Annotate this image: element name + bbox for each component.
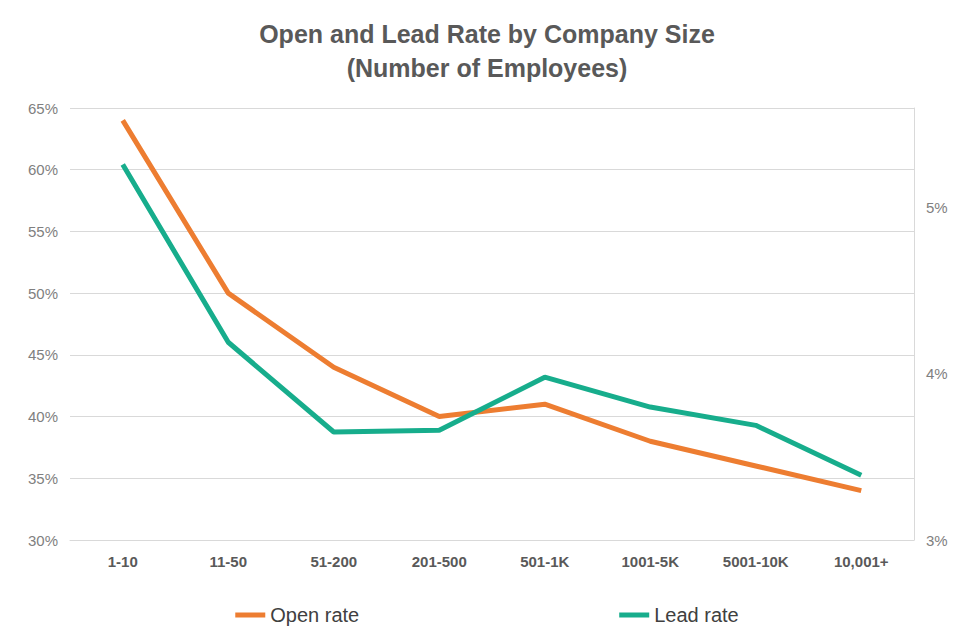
svg-text:1-10: 1-10 — [108, 553, 138, 570]
svg-text:501-1K: 501-1K — [520, 553, 569, 570]
svg-text:Open and Lead Rate by Company: Open and Lead Rate by Company Size — [259, 20, 715, 48]
svg-text:51-200: 51-200 — [310, 553, 357, 570]
svg-text:5001-10K: 5001-10K — [723, 553, 789, 570]
svg-text:Lead rate: Lead rate — [654, 604, 739, 626]
svg-text:45%: 45% — [28, 346, 58, 363]
svg-text:Open rate: Open rate — [270, 604, 359, 626]
svg-text:3%: 3% — [926, 532, 948, 549]
svg-text:1001-5K: 1001-5K — [621, 553, 679, 570]
svg-text:50%: 50% — [28, 285, 58, 302]
svg-text:11-50: 11-50 — [209, 553, 247, 570]
svg-text:40%: 40% — [28, 408, 58, 425]
svg-text:60%: 60% — [28, 161, 58, 178]
svg-text:(Number of Employees): (Number of Employees) — [347, 54, 628, 82]
svg-text:55%: 55% — [28, 223, 58, 240]
svg-text:35%: 35% — [28, 470, 58, 487]
svg-text:10,001+: 10,001+ — [834, 553, 889, 570]
svg-text:4%: 4% — [926, 365, 948, 382]
svg-text:5%: 5% — [926, 199, 948, 216]
svg-text:30%: 30% — [28, 532, 58, 549]
svg-text:65%: 65% — [28, 100, 58, 117]
svg-text:201-500: 201-500 — [412, 553, 467, 570]
